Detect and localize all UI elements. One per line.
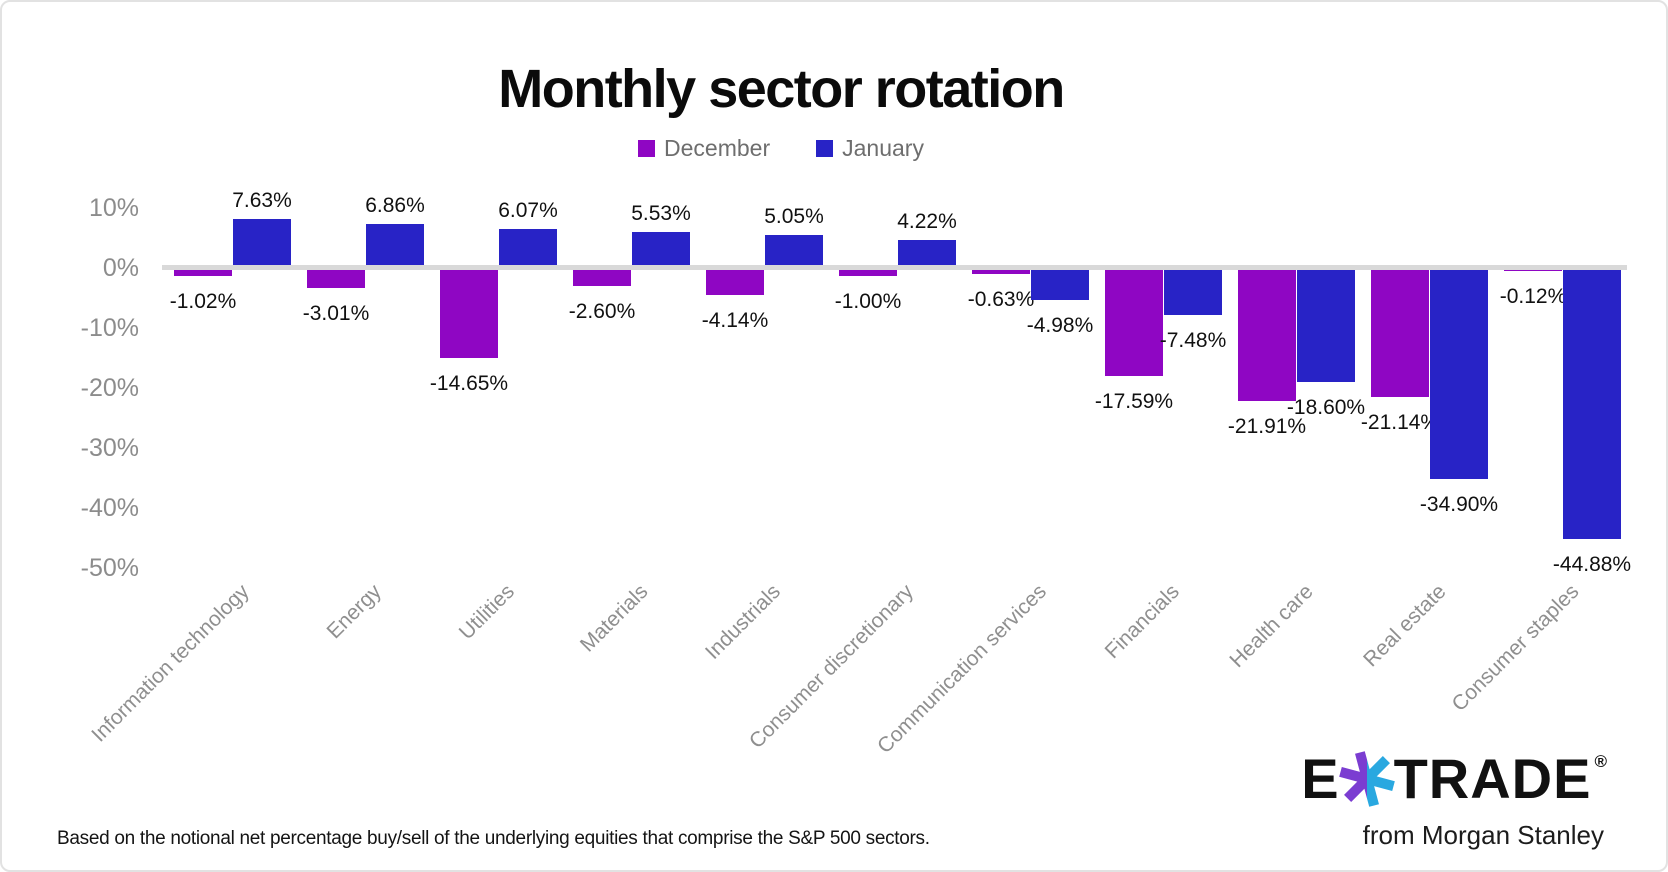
bar-december-financials — [1105, 270, 1163, 376]
x-axis-label-real-estate: Real estate — [1358, 580, 1451, 672]
logo-word-trade: TRADE — [1393, 747, 1592, 810]
bar-december-industrials — [706, 270, 764, 295]
bar-december-consumer-discretionary — [839, 270, 897, 276]
value-label-january-information-technology: 7.63% — [232, 189, 292, 213]
bar-january-consumer-staples — [1563, 270, 1621, 540]
legend-label-december: December — [664, 135, 771, 161]
value-label-january-industrials: 5.05% — [764, 204, 824, 228]
y-axis-tick-10-: 10% — [88, 193, 139, 222]
bar-december-information-technology — [174, 270, 232, 277]
legend-item-december: December — [638, 135, 770, 162]
bar-january-energy — [366, 223, 424, 265]
logo-letter-e: E — [1301, 747, 1340, 810]
value-label-december-energy: -3.01% — [302, 302, 370, 326]
bar-december-real-estate — [1371, 270, 1429, 397]
bar-december-utilities — [440, 270, 498, 358]
y-axis-tick-0-: 0% — [102, 253, 139, 282]
bar-january-industrials — [765, 234, 823, 265]
value-label-january-consumer-staples: -44.88% — [1552, 553, 1632, 577]
bar-december-communication-services — [972, 270, 1030, 274]
value-label-december-consumer-discretionary: -1.00% — [834, 290, 902, 313]
registered-trademark-icon: ® — [1594, 752, 1608, 771]
value-label-december-health-care: -21.91% — [1227, 415, 1307, 439]
star-right-half — [1366, 750, 1395, 807]
star-left-half — [1338, 750, 1367, 807]
legend-item-january: January — [816, 135, 924, 162]
bar-december-materials — [573, 270, 631, 286]
value-label-january-financials: -7.48% — [1159, 328, 1227, 352]
value-label-january-energy: 6.86% — [365, 193, 425, 217]
y-axis-tick--40-: -40% — [80, 493, 139, 522]
etrade-star-icon — [1338, 750, 1395, 807]
value-label-january-utilities: 6.07% — [498, 198, 558, 222]
bar-january-financials — [1164, 270, 1222, 315]
bar-january-utilities — [499, 228, 557, 265]
x-axis-label-health-care: Health care — [1225, 580, 1318, 673]
morgan-stanley-tagline: from Morgan Stanley — [1362, 820, 1604, 850]
y-axis-tick--10-: -10% — [80, 313, 139, 342]
value-label-january-consumer-discretionary: 4.22% — [897, 209, 957, 233]
bar-december-energy — [307, 270, 365, 289]
chart-title: Monthly sector rotation — [498, 59, 1065, 119]
bar-january-health-care — [1297, 270, 1355, 382]
legend-swatch-december-icon — [638, 140, 656, 157]
etrade-logo: E TRADE ® — [1301, 746, 1608, 811]
bar-december-health-care — [1238, 270, 1296, 402]
bar-december-consumer-staples — [1504, 270, 1562, 271]
bar-january-communication-services — [1031, 270, 1089, 300]
y-axis-tick--50-: -50% — [80, 553, 139, 582]
legend-label-january: January — [842, 135, 924, 161]
zero-axis-line — [162, 265, 1627, 270]
value-label-december-information-technology: -1.02% — [169, 290, 237, 314]
y-axis-tick--30-: -30% — [80, 433, 139, 462]
value-label-january-health-care: -18.60% — [1286, 395, 1366, 419]
value-label-january-materials: 5.53% — [631, 201, 691, 225]
value-label-december-real-estate: -21.14% — [1360, 410, 1440, 434]
bar-january-information-technology — [233, 219, 291, 265]
footnote: Based on the notional net percentage buy… — [57, 828, 930, 849]
value-label-december-consumer-staples: -0.12% — [1499, 285, 1567, 308]
bar-january-real-estate — [1430, 270, 1488, 480]
chart-legend: December January — [2, 135, 1560, 162]
value-label-december-communication-services: -0.63% — [967, 287, 1035, 311]
value-label-december-financials: -17.59% — [1094, 389, 1174, 413]
legend-swatch-january-icon — [816, 140, 834, 157]
x-axis-label-financials: Financials — [1101, 580, 1185, 664]
x-axis-label-industrials: Industrials — [701, 580, 786, 664]
x-axis-label-energy: Energy — [322, 580, 387, 644]
x-axis-label-consumer-staples: Consumer staples — [1447, 580, 1584, 716]
value-label-december-materials: -2.60% — [568, 299, 636, 323]
x-axis-label-utilities: Utilities — [455, 580, 520, 645]
y-axis-tick--20-: -20% — [80, 373, 139, 402]
bar-january-consumer-discretionary — [898, 239, 956, 265]
value-label-december-industrials: -4.14% — [701, 308, 769, 332]
value-label-january-real-estate: -34.90% — [1419, 493, 1499, 517]
value-label-january-communication-services: -4.98% — [1026, 313, 1094, 337]
x-axis-label-materials: Materials — [575, 580, 653, 657]
bar-january-materials — [632, 231, 690, 265]
value-label-december-utilities: -14.65% — [429, 371, 509, 395]
x-axis-label-information-technology: Information technology — [86, 580, 254, 747]
